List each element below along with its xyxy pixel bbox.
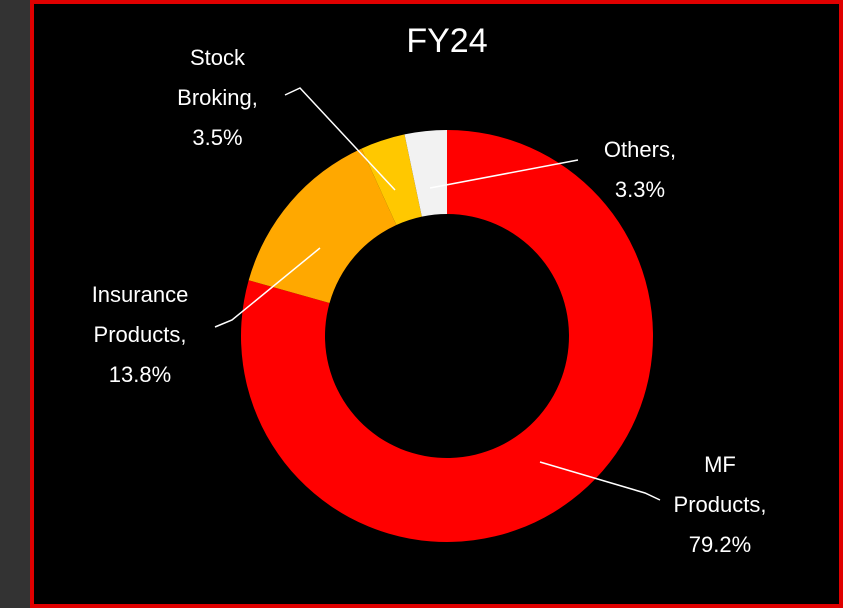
slice-value-label: 13.8%	[108, 362, 172, 387]
slice-category-label: Stock Broking,	[177, 45, 258, 110]
slice-category-label: Others,	[603, 137, 677, 162]
leader-line	[284, 87, 396, 191]
donut-slice	[248, 148, 397, 304]
slice-value-label: 3.3%	[614, 177, 666, 202]
donut-slice	[361, 134, 422, 226]
chart-title: FY24	[406, 22, 488, 60]
leader-line	[214, 247, 321, 328]
slice-category-label: Insurance Products,	[91, 282, 189, 347]
leader-line	[539, 461, 661, 501]
donut-slice	[241, 130, 653, 542]
donut-slice	[404, 130, 447, 217]
leader-line	[429, 159, 579, 189]
slice-value-label: 79.2%	[688, 532, 752, 557]
slice-category-label: MF Products,	[673, 452, 767, 517]
slice-value-label: 3.5%	[192, 125, 243, 150]
